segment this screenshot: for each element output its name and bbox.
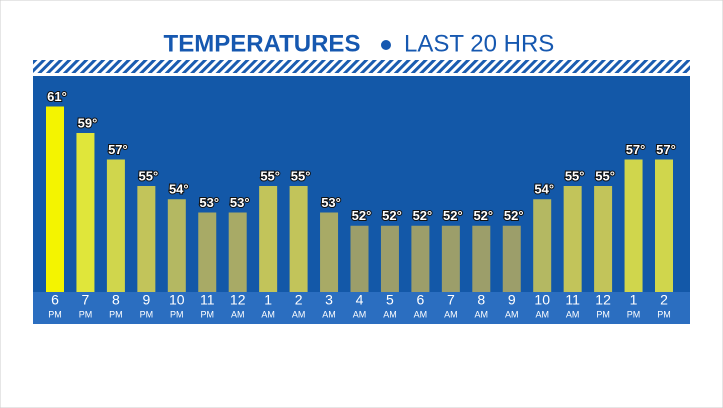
bar: [441, 225, 460, 292]
bar: [533, 199, 552, 292]
x-tick-label: 12: [595, 292, 611, 308]
x-tick-period: AM: [505, 309, 519, 319]
value-label: 57°: [656, 142, 676, 157]
label-strip: [33, 292, 690, 324]
chart-title: TEMPERATURES: [164, 30, 361, 57]
x-tick-period: PM: [596, 309, 610, 319]
x-tick-label: 10: [534, 292, 550, 308]
value-label: 59°: [78, 115, 98, 130]
x-tick-period: AM: [444, 309, 458, 319]
x-tick-period: AM: [535, 309, 549, 319]
x-tick-label: 7: [447, 292, 455, 308]
x-tick-period: AM: [414, 309, 428, 319]
x-tick-label: 12: [230, 292, 246, 308]
value-label: 55°: [565, 168, 585, 183]
x-tick-label: 3: [325, 292, 333, 308]
x-tick-label: 6: [417, 292, 425, 308]
value-label: 53°: [321, 195, 341, 210]
bar: [289, 186, 308, 292]
bar: [502, 225, 521, 292]
x-tick-period: AM: [383, 309, 397, 319]
x-tick-period: PM: [201, 309, 215, 319]
bar: [167, 199, 186, 292]
bar: [259, 186, 278, 292]
x-tick-period: AM: [261, 309, 275, 319]
x-tick-period: AM: [475, 309, 489, 319]
bar: [106, 159, 125, 292]
value-label: 55°: [260, 168, 280, 183]
x-tick-label: 11: [200, 292, 215, 308]
x-tick-label: 9: [508, 292, 516, 308]
value-label: 54°: [169, 182, 189, 197]
x-tick-period: AM: [231, 309, 245, 319]
x-tick-label: 5: [386, 292, 394, 308]
value-label: 57°: [626, 142, 646, 157]
bar: [594, 186, 613, 292]
x-tick-period: PM: [79, 309, 93, 319]
x-tick-label: 6: [51, 292, 59, 308]
value-label: 55°: [595, 168, 615, 183]
value-label: 52°: [473, 208, 493, 223]
bar: [137, 186, 156, 292]
bar: [624, 159, 643, 292]
value-label: 52°: [413, 208, 433, 223]
x-tick-label: 8: [112, 292, 120, 308]
x-tick-period: PM: [627, 309, 641, 319]
x-tick-period: PM: [657, 309, 671, 319]
bar: [46, 106, 64, 292]
x-tick-period: PM: [48, 309, 62, 319]
x-tick-label: 4: [356, 292, 364, 308]
x-tick-period: AM: [353, 309, 367, 319]
value-label: 55°: [139, 168, 159, 183]
x-tick-label: 9: [142, 292, 150, 308]
value-label: 52°: [352, 208, 372, 223]
x-tick-label: 7: [82, 292, 90, 308]
value-label: 52°: [382, 208, 402, 223]
x-tick-label: 8: [477, 292, 485, 308]
x-tick-period: PM: [109, 309, 123, 319]
bar: [198, 212, 217, 292]
value-label: 53°: [199, 195, 219, 210]
x-tick-period: AM: [322, 309, 336, 319]
value-label: 55°: [291, 168, 311, 183]
x-tick-label: 10: [169, 292, 185, 308]
value-label: 57°: [108, 142, 128, 157]
value-label: 54°: [534, 182, 554, 197]
value-label: 52°: [504, 208, 524, 223]
value-label: 53°: [230, 195, 250, 210]
bar: [76, 133, 95, 292]
bar: [655, 159, 673, 292]
x-tick-label: 1: [264, 292, 272, 308]
value-label: 52°: [443, 208, 463, 223]
chart-subtitle: LAST 20 HRS: [404, 30, 554, 57]
bar: [411, 225, 430, 292]
x-tick-period: AM: [566, 309, 580, 319]
bar: [228, 212, 247, 292]
bar: [350, 225, 369, 292]
title-bullet: [381, 40, 391, 50]
x-tick-period: PM: [170, 309, 184, 319]
x-tick-label: 1: [630, 292, 638, 308]
value-label: 61°: [47, 89, 67, 104]
bar: [563, 186, 582, 292]
x-tick-label: 2: [660, 292, 668, 308]
x-tick-period: PM: [140, 309, 154, 319]
x-tick-label: 11: [565, 292, 580, 308]
bar: [380, 225, 399, 292]
bar: [472, 225, 491, 292]
stripe-band: [33, 60, 690, 73]
x-tick-period: AM: [292, 309, 306, 319]
bar: [320, 212, 339, 292]
x-tick-label: 2: [295, 292, 303, 308]
